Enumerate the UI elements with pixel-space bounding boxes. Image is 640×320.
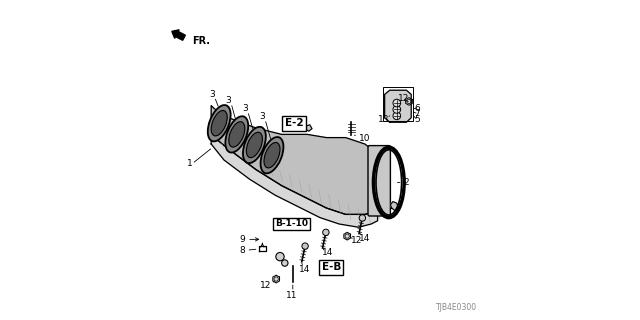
Text: 10: 10 [359,134,371,143]
Circle shape [393,99,401,107]
Text: 9: 9 [240,235,245,244]
Text: FR.: FR. [192,36,210,46]
Ellipse shape [264,142,280,168]
Text: 14: 14 [323,248,333,257]
Text: 11: 11 [287,291,298,300]
Circle shape [276,252,284,261]
Circle shape [393,106,401,113]
Polygon shape [211,106,378,214]
Circle shape [359,215,365,221]
Ellipse shape [225,116,248,153]
Text: 2: 2 [403,178,408,187]
Text: B-1-10: B-1-10 [275,220,308,228]
Text: 13: 13 [378,115,390,124]
FancyArrow shape [172,30,186,40]
Circle shape [302,243,308,249]
Text: 5: 5 [415,115,420,124]
Ellipse shape [243,127,266,163]
Text: 7: 7 [415,109,420,118]
Text: E-B: E-B [321,262,341,272]
Text: 3: 3 [242,104,248,113]
Text: 1: 1 [187,159,193,168]
Polygon shape [344,232,351,240]
Polygon shape [211,134,378,227]
Text: 3: 3 [209,90,214,99]
Ellipse shape [260,137,284,173]
Text: 3: 3 [259,112,264,121]
Circle shape [393,112,401,120]
Text: E-2: E-2 [285,118,304,128]
Polygon shape [406,98,412,105]
Ellipse shape [370,152,385,213]
FancyBboxPatch shape [368,146,390,216]
Circle shape [323,229,329,236]
Text: 14: 14 [299,265,310,274]
Ellipse shape [228,122,245,147]
Text: TJB4E0300: TJB4E0300 [436,303,477,312]
Text: 12: 12 [260,281,271,290]
Text: 3: 3 [225,96,231,105]
Text: 4: 4 [292,118,298,127]
Ellipse shape [211,110,227,136]
Text: 8: 8 [240,246,245,255]
Polygon shape [390,202,398,211]
Text: 14: 14 [359,234,371,243]
Text: 6: 6 [415,104,420,113]
Polygon shape [273,275,280,283]
Text: 12: 12 [397,94,409,103]
Text: 12: 12 [351,236,362,245]
Circle shape [282,260,288,266]
Ellipse shape [208,105,230,141]
Polygon shape [385,90,412,122]
Ellipse shape [246,132,262,158]
Polygon shape [305,125,312,131]
